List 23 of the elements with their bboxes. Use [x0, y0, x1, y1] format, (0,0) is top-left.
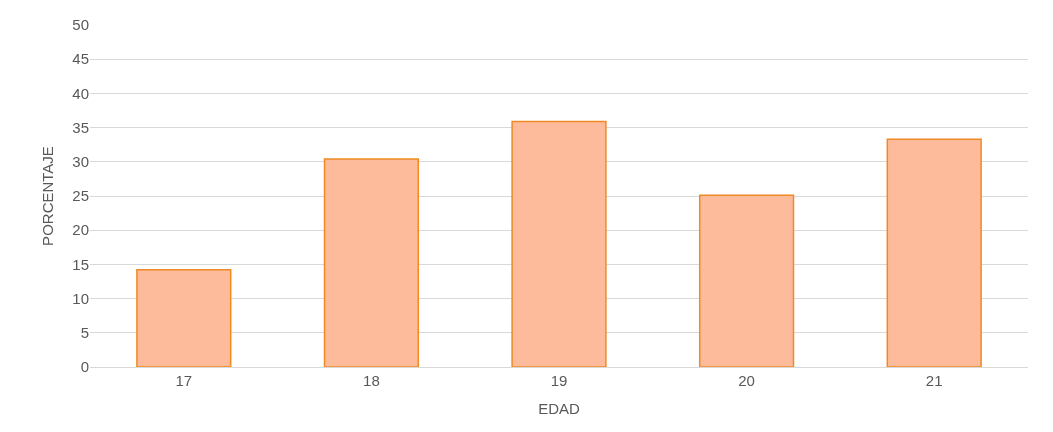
bar: [511, 120, 607, 367]
y-tick-label: 0: [80, 358, 89, 376]
y-tick-label: 15: [72, 255, 89, 273]
bar: [886, 138, 982, 367]
y-tick-label: 25: [72, 187, 89, 205]
y-tick-label: 20: [72, 221, 89, 239]
x-tick-label: 18: [363, 372, 380, 389]
y-tick-label: 35: [72, 118, 89, 136]
y-axis-title: PORCENTAJE: [38, 146, 56, 246]
y-tick-label: 40: [72, 84, 89, 102]
y-tick-label: 30: [72, 153, 89, 171]
bar: [136, 269, 232, 367]
y-tick-label: 50: [72, 16, 89, 34]
x-tick-label: 19: [550, 372, 568, 389]
bar: [323, 158, 420, 367]
bar: [698, 194, 795, 367]
y-tick-label: 10: [72, 289, 89, 307]
y-tick-label: 5: [80, 324, 89, 342]
x-tick-label: 20: [738, 372, 755, 389]
x-tick-label: 17: [175, 372, 193, 389]
x-axis-title: EDAD: [538, 400, 580, 417]
x-tick-label: 21: [925, 372, 943, 389]
y-tick-label: 45: [72, 50, 89, 68]
